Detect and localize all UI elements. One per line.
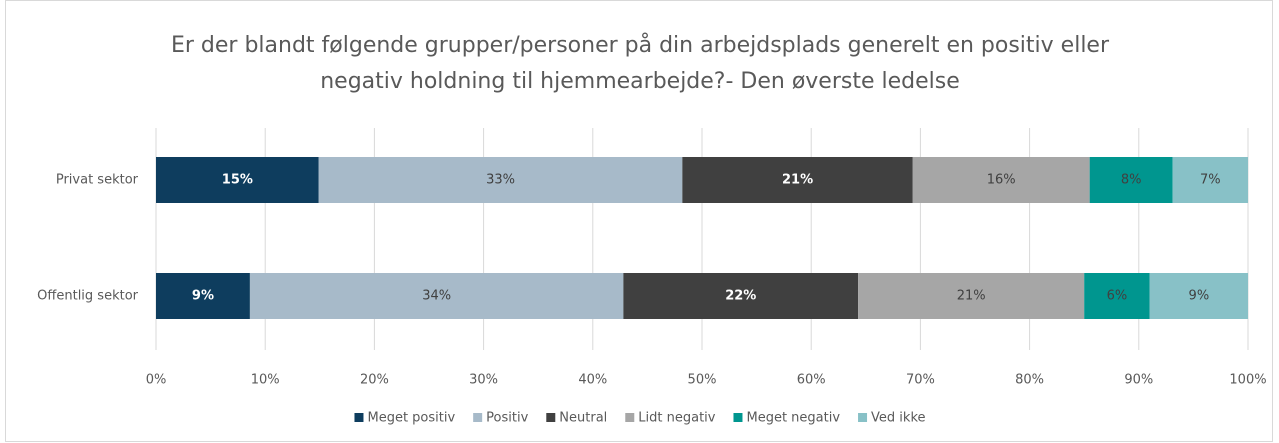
x-tick-label: 90% bbox=[1124, 373, 1153, 388]
legend-label: Ved ikke bbox=[871, 411, 925, 426]
bar-segment bbox=[1089, 157, 1173, 203]
legend-label: Positiv bbox=[486, 411, 528, 426]
legend-label: Neutral bbox=[559, 411, 607, 426]
x-tick-label: 50% bbox=[688, 373, 717, 388]
x-tick-label: 0% bbox=[146, 373, 167, 388]
data-label: 21% bbox=[782, 173, 813, 188]
bar-segment bbox=[623, 273, 859, 319]
x-tick-label: 40% bbox=[578, 373, 607, 388]
legend-label: Lidt negativ bbox=[638, 411, 716, 426]
legend-label: Meget positiv bbox=[367, 411, 455, 426]
legend: Meget positiv Positiv Neutral Lidt negativ M… bbox=[354, 411, 926, 426]
data-label: 7% bbox=[1200, 173, 1221, 188]
chart-title: Er der blandt følgende grupper/personer … bbox=[170, 33, 1110, 94]
bar-segment bbox=[682, 157, 913, 203]
data-label: 33% bbox=[486, 173, 515, 188]
x-tick-label: 10% bbox=[251, 373, 280, 388]
bar-segment bbox=[1172, 157, 1248, 203]
data-label: 9% bbox=[192, 289, 214, 304]
data-label: 34% bbox=[422, 289, 451, 304]
y-tick-label: Privat sektor bbox=[56, 173, 139, 188]
x-tick-label: 30% bbox=[469, 373, 498, 388]
x-tick-label: 20% bbox=[360, 373, 389, 388]
legend-marker bbox=[858, 413, 868, 422]
bar-segment bbox=[912, 157, 1090, 203]
legend-marker bbox=[733, 413, 743, 422]
legend-label: Meget negativ bbox=[746, 411, 840, 426]
data-label: 15% bbox=[222, 173, 253, 188]
data-label: 9% bbox=[1189, 289, 1210, 304]
bar-segment bbox=[858, 273, 1085, 319]
x-tick-label: 70% bbox=[906, 373, 935, 388]
data-label: 16% bbox=[987, 173, 1016, 188]
bar-segment bbox=[249, 273, 624, 319]
chart-border bbox=[5, 0, 1273, 442]
bar-segment bbox=[1084, 273, 1150, 319]
legend-marker bbox=[625, 413, 635, 422]
legend-marker bbox=[354, 413, 364, 422]
x-tick-label: 100% bbox=[1229, 373, 1266, 388]
data-label: 21% bbox=[957, 289, 986, 304]
data-label: 22% bbox=[725, 289, 756, 304]
legend-marker bbox=[473, 413, 483, 422]
bar-segment bbox=[156, 157, 319, 203]
x-tick-label: 80% bbox=[1015, 373, 1044, 388]
bar-segment bbox=[156, 273, 250, 319]
legend-marker bbox=[546, 413, 556, 422]
data-label: 8% bbox=[1121, 173, 1142, 188]
y-tick-label: Offentlig sektor bbox=[37, 289, 138, 304]
x-tick-label: 60% bbox=[797, 373, 826, 388]
bar-segment bbox=[318, 157, 683, 203]
data-label: 6% bbox=[1107, 289, 1128, 304]
bar-segment bbox=[1149, 273, 1248, 319]
